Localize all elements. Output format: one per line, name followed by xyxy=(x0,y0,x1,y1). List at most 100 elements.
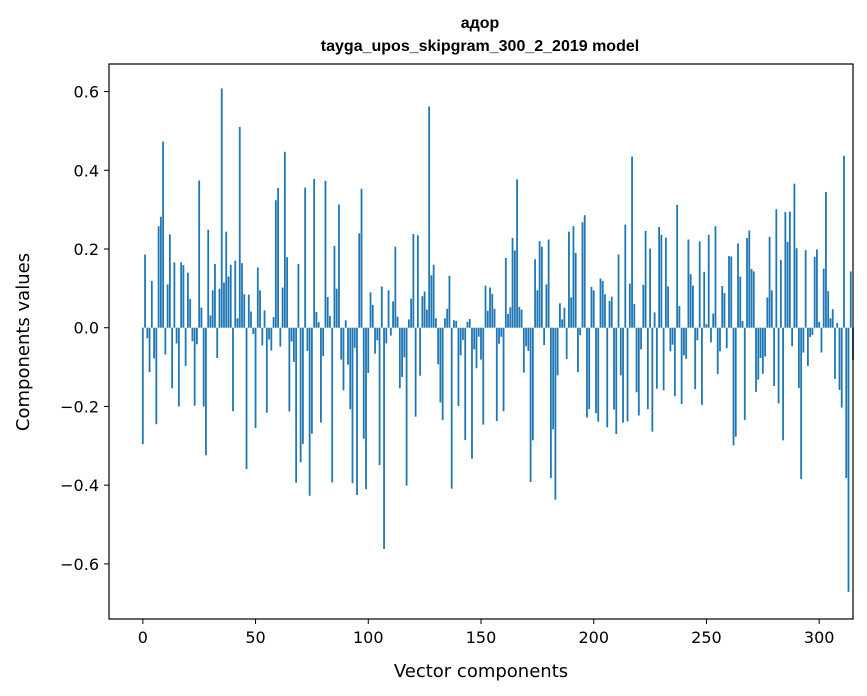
bar-70 xyxy=(299,327,302,463)
bar-193 xyxy=(577,327,579,373)
bar-237 xyxy=(676,204,679,328)
bar-184 xyxy=(556,327,559,376)
bar-196 xyxy=(583,215,586,328)
bar-142 xyxy=(462,327,464,340)
bar-165 xyxy=(513,250,516,328)
bar-52 xyxy=(259,290,261,328)
bar-124 xyxy=(421,296,424,328)
bar-262 xyxy=(732,327,735,446)
bar-311 xyxy=(843,155,845,328)
bar-296 xyxy=(809,327,812,338)
bar-71 xyxy=(301,327,304,444)
bar-40 xyxy=(232,327,234,412)
y-tick-label: 0.6 xyxy=(74,83,99,102)
bar-162 xyxy=(507,313,509,328)
bar-265 xyxy=(739,276,742,328)
x-tick-label: 50 xyxy=(245,628,265,647)
bar-35 xyxy=(220,88,223,328)
bar-236 xyxy=(673,327,676,397)
bar-187 xyxy=(563,307,566,328)
bar-269 xyxy=(748,230,751,328)
bar-304 xyxy=(827,291,830,328)
bar-113 xyxy=(396,316,399,328)
bar-209 xyxy=(613,327,615,410)
bar-261 xyxy=(730,256,733,328)
bar-188 xyxy=(565,327,568,359)
bar-213 xyxy=(622,327,624,423)
bar-150 xyxy=(480,327,482,360)
bar-96 xyxy=(358,233,361,328)
bar-268 xyxy=(746,237,748,328)
bar-49 xyxy=(252,327,255,335)
bar-130 xyxy=(435,318,437,328)
x-tick-label: 250 xyxy=(691,628,722,647)
bar-177 xyxy=(540,246,543,328)
bar-27 xyxy=(202,327,205,407)
bar-180 xyxy=(547,239,550,328)
bar-145 xyxy=(468,319,471,328)
bar-246 xyxy=(696,327,699,341)
bar-109 xyxy=(387,290,390,328)
bar-279 xyxy=(770,290,773,328)
bar-270 xyxy=(750,269,753,328)
bar-197 xyxy=(586,327,588,418)
bar-172 xyxy=(529,327,532,483)
bar-20 xyxy=(187,272,189,328)
bar-60 xyxy=(277,187,279,328)
bar-48 xyxy=(250,311,252,328)
bar-54 xyxy=(263,310,266,328)
y-axis-label: Components values xyxy=(13,253,34,431)
bar-293 xyxy=(802,327,805,353)
bar-62 xyxy=(281,287,284,328)
bar-230 xyxy=(660,234,663,328)
bar-151 xyxy=(482,327,485,425)
bar-210 xyxy=(615,327,618,434)
bar-221 xyxy=(640,327,642,350)
bar-259 xyxy=(725,327,728,349)
bar-57 xyxy=(270,327,273,351)
bar-85 xyxy=(333,245,336,328)
bar-285 xyxy=(784,212,787,328)
bar-43 xyxy=(238,126,241,328)
bar-309 xyxy=(838,327,841,390)
chart-subtitle: tayga_upos_skipgram_300_2_2019 model xyxy=(321,38,639,55)
bar-266 xyxy=(741,321,744,328)
bar-314 xyxy=(849,271,852,328)
bar-9 xyxy=(162,141,165,328)
bar-179 xyxy=(545,284,548,328)
bar-144 xyxy=(466,321,469,328)
bar-169 xyxy=(522,327,525,373)
bar-99 xyxy=(365,327,367,490)
bar-134 xyxy=(444,318,446,328)
bar-91 xyxy=(347,327,349,365)
bar-250 xyxy=(705,324,708,328)
bar-141 xyxy=(459,327,462,356)
bar-195 xyxy=(581,222,584,328)
bar-90 xyxy=(344,320,347,328)
bar-149 xyxy=(477,327,480,337)
bar-175 xyxy=(536,290,539,328)
bar-302 xyxy=(822,268,825,328)
bars-group xyxy=(141,88,854,592)
bar-251 xyxy=(707,234,710,328)
bar-282 xyxy=(777,327,780,404)
bar-201 xyxy=(595,327,597,414)
bar-12 xyxy=(168,234,171,328)
bar-271 xyxy=(752,271,755,328)
bar-203 xyxy=(599,278,602,328)
bar-67 xyxy=(292,327,295,362)
bar-108 xyxy=(385,327,388,344)
bar-248 xyxy=(701,327,703,405)
bar-300 xyxy=(818,321,821,328)
bar-242 xyxy=(687,239,690,328)
bar-308 xyxy=(836,323,839,328)
bar-154 xyxy=(489,287,491,328)
bar-219 xyxy=(635,327,638,393)
bar-25 xyxy=(198,180,201,328)
bar-47 xyxy=(247,294,250,328)
bar-97 xyxy=(360,188,363,328)
bar-34 xyxy=(218,288,221,328)
bar-146 xyxy=(471,327,473,459)
y-axis-ticks: 0.6 0.4 0.2 0.0 −0.2 −0.4 −0.6 xyxy=(60,83,109,574)
bar-260 xyxy=(728,256,730,328)
